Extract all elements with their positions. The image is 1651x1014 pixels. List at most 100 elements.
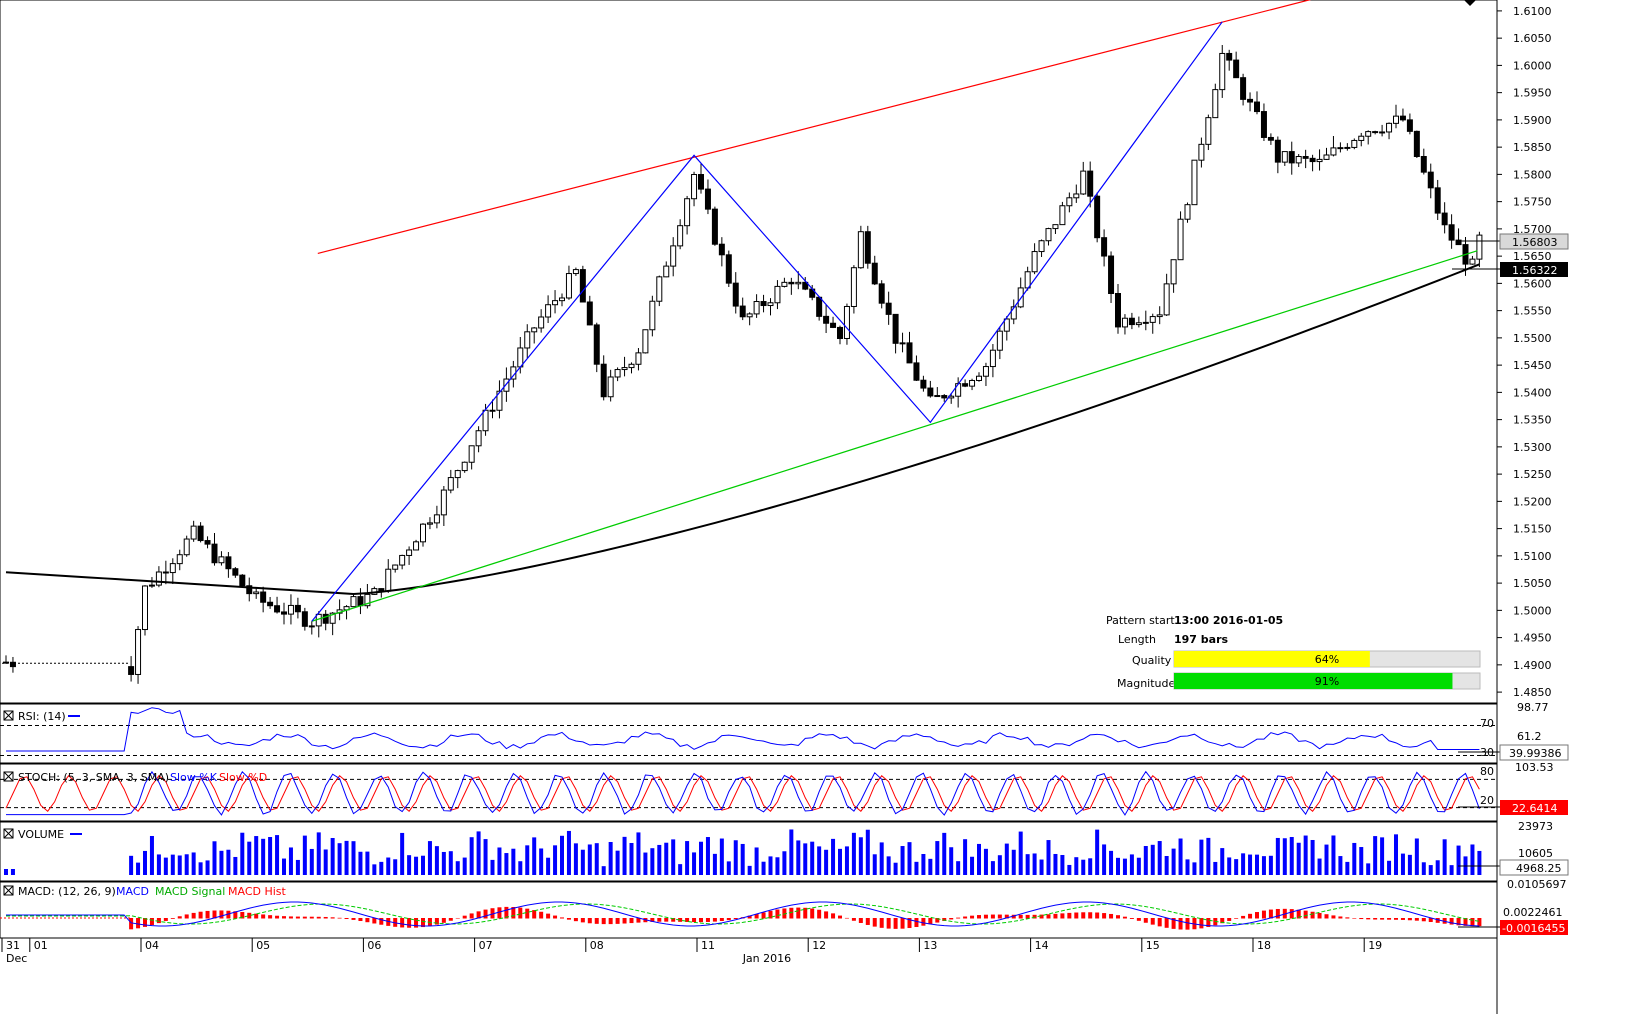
macd-hist-bar (1456, 918, 1461, 926)
volume-bar (1248, 854, 1253, 875)
candle-body (1316, 158, 1323, 163)
volume-bar (928, 858, 933, 875)
volume-bar (636, 832, 641, 875)
macd-line (6, 901, 1480, 927)
candle-body (920, 379, 927, 389)
macd-hist-bar (692, 918, 697, 923)
candle-body (1254, 101, 1260, 113)
macd-hist-bar (705, 918, 710, 922)
macd-hist-bar (1122, 916, 1127, 919)
x-tick-label: 31 (6, 939, 20, 952)
volume-bar (177, 855, 182, 875)
candle-body (197, 525, 204, 542)
candle-body (614, 369, 621, 378)
macd-hist-bar (1268, 909, 1273, 919)
volume-bar (740, 843, 745, 875)
rsi-level-70: 70 (1480, 717, 1494, 730)
macd-hist-bar (817, 909, 822, 919)
macd-hist-bar (553, 915, 558, 919)
volume-bar (1373, 836, 1378, 875)
volume-bar (4, 869, 8, 875)
candle-body (1295, 156, 1302, 164)
candle-body (1302, 156, 1309, 159)
volume-bar (1456, 845, 1461, 875)
stoch-d-label: Slow %D (219, 771, 267, 784)
magnitude-label: Magnitude (1117, 677, 1176, 690)
candle-body (1101, 237, 1108, 257)
y-tick-label: 1.5550 (1513, 305, 1552, 318)
volume-bar (844, 846, 849, 875)
stoch-k-line (6, 770, 1480, 816)
macd-hist-bar (1352, 918, 1357, 919)
rsi-scale-mid: 61.2 (1517, 730, 1542, 743)
candle-body (496, 390, 503, 411)
candle-body (837, 326, 843, 339)
moving-average-line (5, 263, 1480, 596)
candle-body (218, 556, 225, 564)
volume-bar (990, 861, 995, 875)
macd-hist-bar (1345, 917, 1350, 919)
volume-scale-mid: 10605 (1518, 847, 1553, 860)
candle-body (1372, 131, 1379, 134)
volume-bar (692, 852, 697, 875)
quality-label: Quality (1132, 654, 1172, 667)
macd-hist-bar (1018, 914, 1023, 919)
macd-hist-bar (407, 918, 412, 928)
y-tick-label: 1.6000 (1513, 59, 1552, 72)
candle-body (753, 301, 760, 315)
candle-body (1108, 255, 1115, 295)
y-tick-label: 1.5200 (1513, 495, 1552, 508)
x-sub-label: Dec (6, 952, 27, 965)
volume-bar (240, 832, 245, 875)
volume-bar (434, 846, 439, 875)
candle-body (1233, 59, 1240, 79)
pattern-length-value: 197 bars (1174, 633, 1229, 646)
candle-body (955, 383, 962, 397)
volume-bar (532, 837, 537, 875)
macd-hist-bar (386, 918, 391, 926)
macd-hist-bar (156, 918, 161, 924)
macd-hist-bar (942, 918, 947, 921)
candle-body (1399, 115, 1406, 121)
volume-bar (233, 856, 238, 875)
volume-bar (643, 852, 648, 875)
volume-bar (275, 835, 280, 875)
volume-bar (1074, 857, 1079, 875)
y-tick-label: 1.5900 (1513, 114, 1552, 127)
stoch-level-20: 20 (1480, 794, 1494, 807)
macd-hist-bar (323, 916, 328, 919)
candle-body (649, 300, 656, 331)
volume-bar (337, 843, 342, 875)
macd-hist-bar (448, 918, 453, 921)
macd-hist-label: MACD Hist (228, 885, 287, 898)
volume-bar (129, 855, 134, 875)
candle-body (1281, 151, 1288, 163)
macd-hist-bar (650, 918, 655, 922)
macd-hist-bar (1220, 918, 1225, 924)
macd-hist-bar (1102, 913, 1107, 919)
macd-hist-bar (754, 914, 759, 919)
candle-body (670, 245, 677, 267)
volume-bar (525, 845, 530, 875)
candle-body (774, 285, 781, 304)
volume-bar (1331, 835, 1336, 875)
x-tick-label: 07 (479, 939, 493, 952)
volume-bar (935, 841, 940, 875)
volume-bar (163, 857, 168, 875)
volume-bar (441, 851, 446, 875)
macd-hist-bar (726, 918, 731, 921)
y-tick-label: 1.5350 (1513, 414, 1552, 427)
macd-hist-bar (768, 910, 773, 919)
volume-bar (1220, 848, 1225, 875)
volume-bar (699, 841, 703, 875)
macd-hist-bar (254, 913, 259, 919)
candle-body (155, 571, 162, 586)
candle-body (1413, 130, 1420, 158)
candle-body (1163, 283, 1170, 316)
candle-body (169, 563, 176, 574)
candle-body (246, 585, 253, 595)
volume-bar (1324, 844, 1329, 875)
resistance-line (317, 0, 1312, 254)
volume-bar (1380, 837, 1385, 875)
volume-bar (1081, 859, 1086, 875)
